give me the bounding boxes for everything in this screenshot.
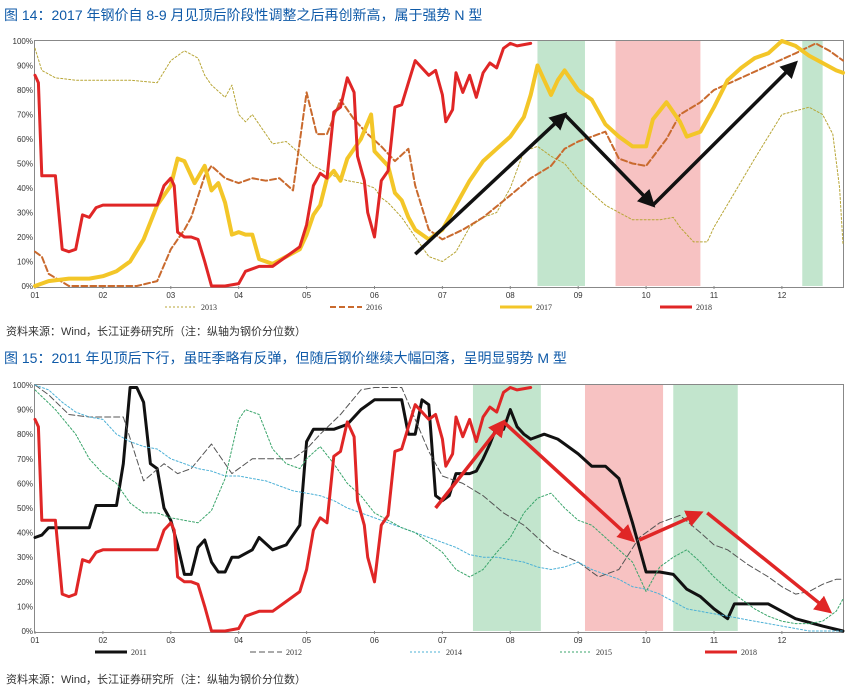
x-tick-label: 10	[642, 636, 651, 645]
x-tick-label: 04	[234, 636, 243, 645]
trend-arrow-0	[414, 112, 568, 256]
x-tick-label: 11	[710, 291, 719, 300]
series-line-2015	[34, 389, 844, 625]
y-tick-label: 60%	[17, 479, 33, 488]
y-tick-label: 50%	[17, 504, 33, 513]
legend-label-2014: 2014	[446, 648, 462, 657]
figure-14-title: 图 14：2017 年钢价自 8-9 月见顶后阶段性调整之后再创新高，属于强势 …	[4, 7, 483, 23]
x-tick-label: 06	[370, 291, 379, 300]
x-tick-label: 08	[506, 291, 515, 300]
trend-arrow-2	[651, 60, 798, 207]
series-line-2012	[34, 384, 844, 595]
y-tick-label: 30%	[17, 209, 33, 218]
x-tick-label: 02	[98, 636, 107, 645]
y-tick-label: 100%	[13, 381, 33, 390]
x-tick-label: 06	[370, 636, 379, 645]
series-line-2018	[33, 386, 533, 633]
figure-14-plot-area	[34, 40, 844, 288]
shaded-region-2	[673, 385, 738, 631]
y-tick-label: 40%	[17, 184, 33, 193]
x-tick-label: 12	[777, 291, 786, 300]
y-tick-label: 70%	[17, 111, 33, 120]
x-tick-label: 05	[302, 636, 311, 645]
x-tick-label: 08	[506, 636, 515, 645]
x-tick-label: 12	[777, 636, 786, 645]
series-line-2017	[33, 39, 845, 288]
legend-label-2018: 2018	[741, 648, 757, 657]
y-tick-label: 30%	[17, 553, 33, 562]
series-line-2018	[33, 41, 533, 288]
x-tick-label: 01	[31, 636, 40, 645]
x-tick-label: 02	[98, 291, 107, 300]
trend-arrow-0	[434, 419, 506, 510]
series-line-2014	[34, 384, 844, 632]
y-tick-label: 90%	[17, 62, 33, 71]
legend-label-2013: 2013	[201, 303, 217, 312]
y-tick-label: 50%	[17, 160, 33, 169]
x-tick-label: 07	[438, 636, 447, 645]
y-tick-label: 40%	[17, 529, 33, 538]
legend-label-2011: 2011	[131, 648, 147, 657]
y-tick-label: 80%	[17, 86, 33, 95]
figure-14-source: 资料来源：Wind，长江证券研究所（注：纵轴为钢价分位数）	[6, 326, 307, 338]
legend-label-2015: 2015	[596, 648, 612, 657]
series-line-2013	[34, 47, 844, 262]
x-tick-label: 07	[438, 291, 447, 300]
legend-label-2017: 2017	[536, 303, 552, 312]
x-tick-label: 09	[574, 291, 583, 300]
x-tick-label: 11	[710, 636, 719, 645]
shaded-region-2	[802, 41, 823, 286]
x-tick-label: 10	[642, 291, 651, 300]
y-tick-label: 60%	[17, 135, 33, 144]
x-tick-label: 09	[574, 636, 583, 645]
series-line-2016	[34, 42, 844, 287]
y-tick-label: 20%	[17, 233, 33, 242]
y-tick-label: 10%	[17, 258, 33, 267]
legend-label-2018: 2018	[696, 303, 712, 312]
x-tick-label: 01	[31, 291, 40, 300]
y-tick-label: 80%	[17, 430, 33, 439]
figure-14-chart: 0% 10% 20% 30% 40% 50% 60% 70% 80% 90% 100% 01 02 03 0…	[13, 37, 845, 312]
series-line-2011	[33, 386, 845, 633]
legend-label-2012: 2012	[286, 648, 302, 657]
y-tick-label: 100%	[13, 37, 33, 46]
x-tick-label: 03	[166, 291, 175, 300]
figure-15-source: 资料来源：Wind，长江证券研究所（注：纵轴为钢价分位数）	[6, 674, 307, 686]
x-tick-label: 05	[302, 291, 311, 300]
y-tick-label: 20%	[17, 578, 33, 587]
trend-arrow-3	[706, 511, 833, 614]
trend-arrow-1	[502, 420, 636, 543]
y-tick-label: 90%	[17, 406, 33, 415]
figure-15-title: 图 15：2011 年见顶后下行，虽旺季略有反弹，但随后钢价继续大幅回落，呈明显…	[4, 350, 567, 366]
y-tick-label: 0%	[21, 282, 33, 291]
legend-label-2016: 2016	[366, 303, 382, 312]
trend-arrow-1	[563, 113, 656, 208]
x-tick-label: 03	[166, 636, 175, 645]
y-tick-label: 70%	[17, 455, 33, 464]
y-tick-label: 10%	[17, 602, 33, 611]
trend-arrow-2	[638, 510, 704, 542]
y-tick-label: 0%	[21, 627, 33, 636]
x-tick-label: 04	[234, 291, 243, 300]
